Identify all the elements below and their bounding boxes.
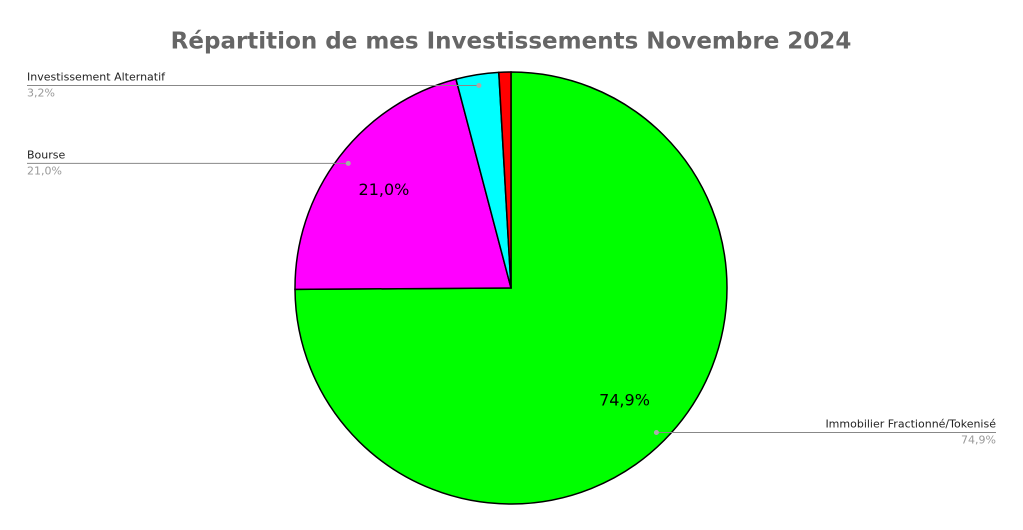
pie-slice <box>294 78 512 291</box>
slice-label: 74,9% <box>599 390 650 409</box>
callout-value: 21,0% <box>27 164 62 177</box>
slice-label: 21,0% <box>359 180 410 199</box>
callout-dot <box>345 160 351 166</box>
callout-value: 3,2% <box>27 87 55 100</box>
callout-name: Bourse <box>27 148 66 161</box>
callout-name: Investissement Alternatif <box>27 71 166 84</box>
chart-title: Répartition de mes Investissements Novem… <box>171 29 852 55</box>
pie-slice <box>498 71 512 289</box>
callout-value: 74,9% <box>961 434 996 447</box>
callout-dot <box>476 83 482 89</box>
pie-slice <box>294 71 728 505</box>
callout-name: Immobilier Fractionné/Tokenisé <box>825 418 996 431</box>
callout-dot <box>653 430 659 436</box>
